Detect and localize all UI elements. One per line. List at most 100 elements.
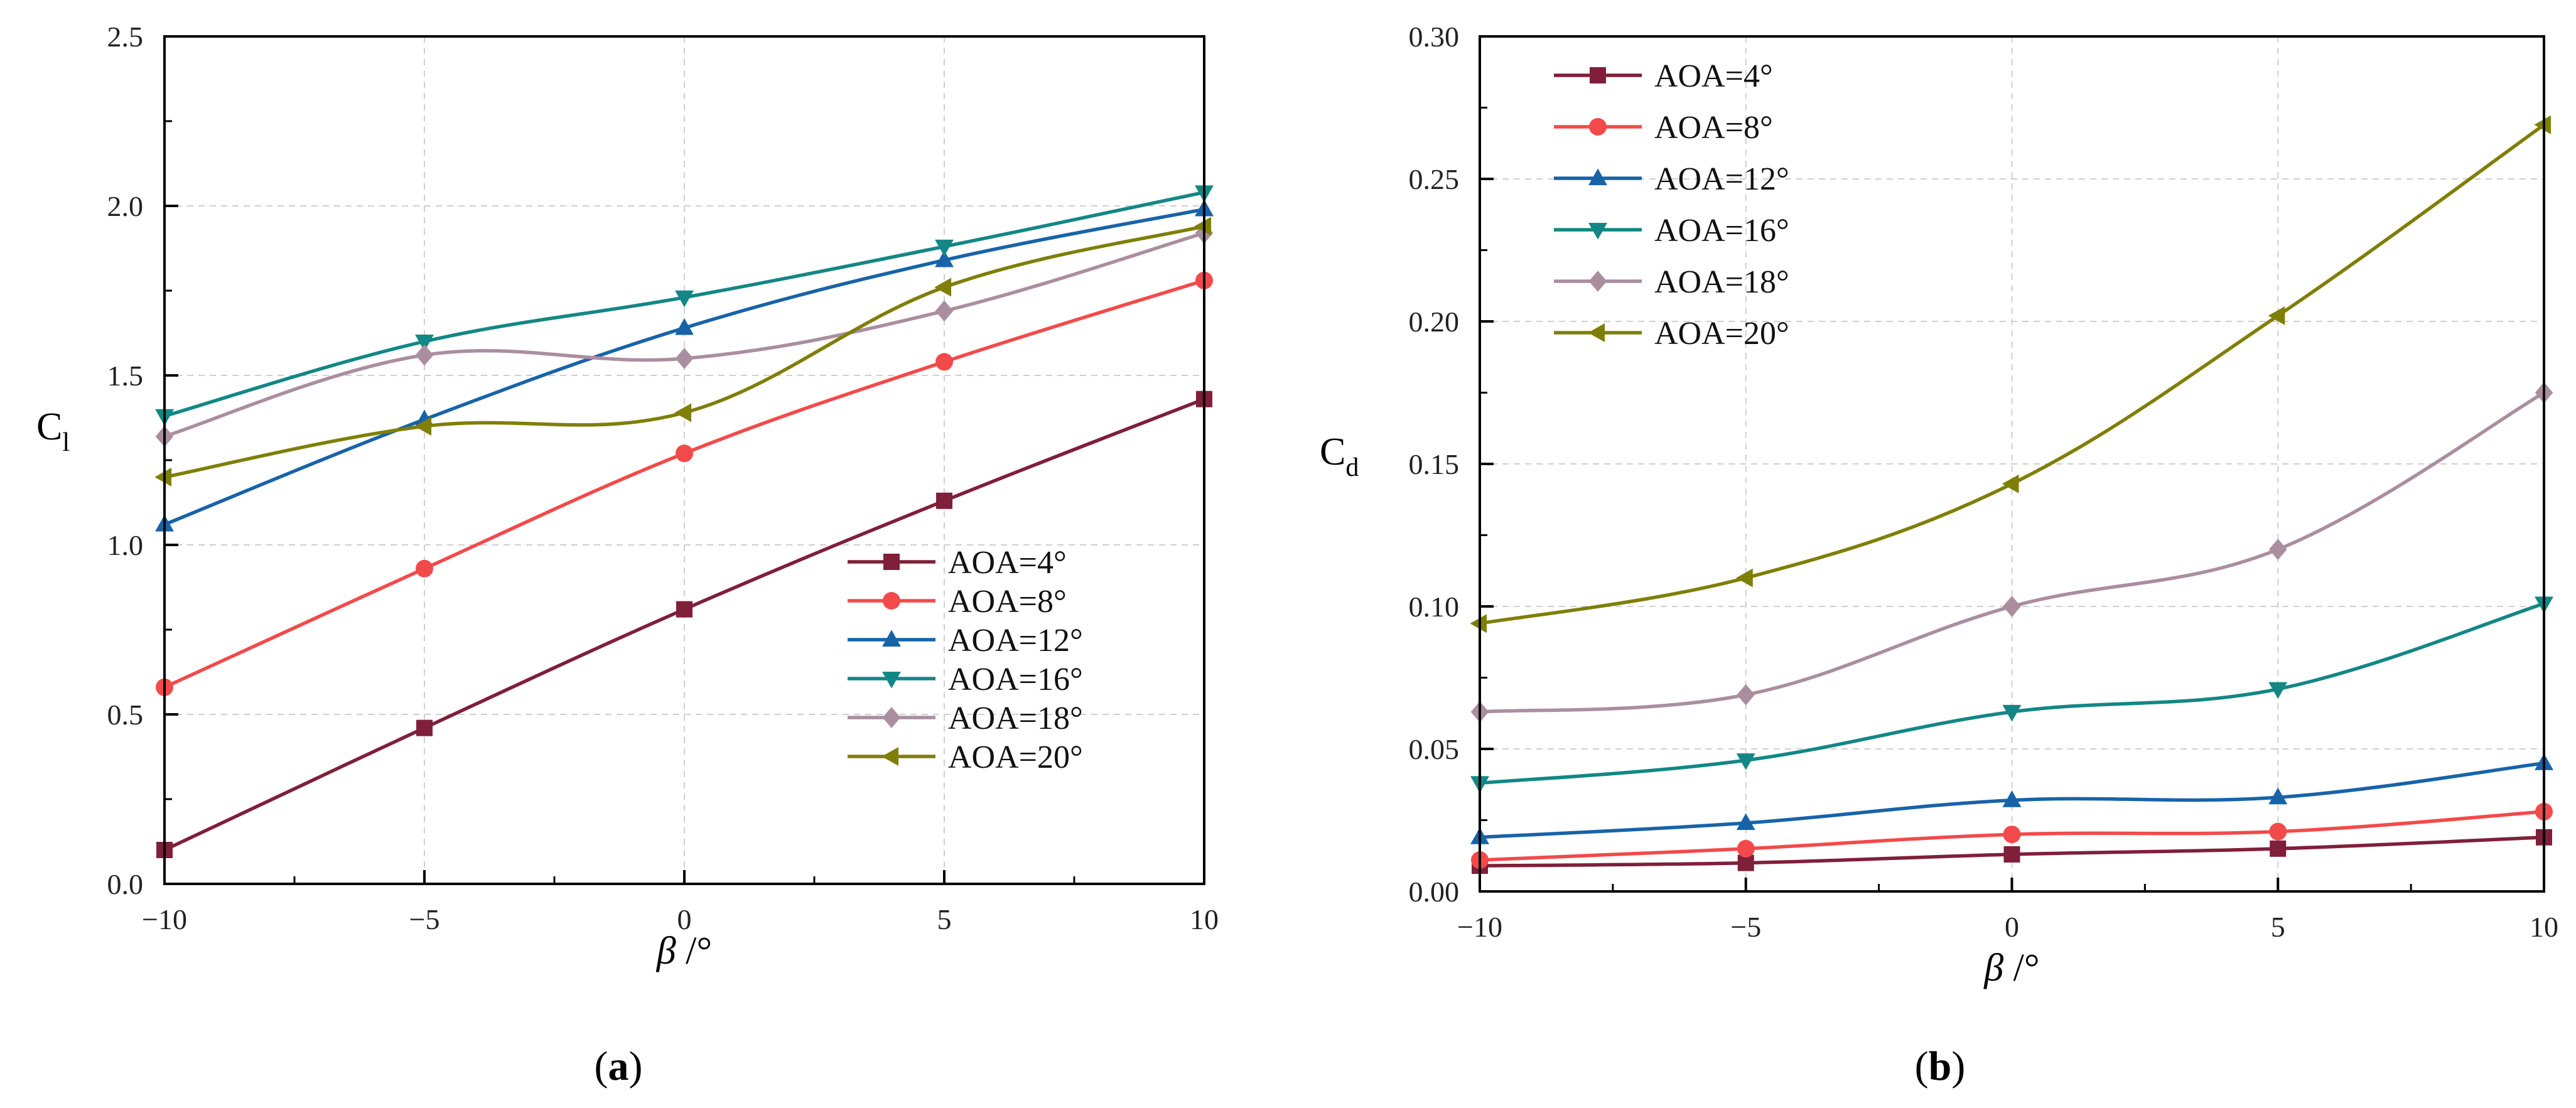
legend-marker [1590,67,1606,83]
y-tick-label: 0.20 [1409,306,1460,338]
x-tick-label: 0 [677,903,692,935]
y-tick-label: 0.30 [1409,21,1460,53]
data-point [2002,704,2022,722]
chart-panel-a: −10 −5 0 5 100.00.51.01.52.02.5β /°ClAOA=4°A… [36,21,1219,1089]
legend-label: AOA=8° [1654,110,1773,146]
y-axis-title-a: Cl [36,406,70,457]
x-tick-label: −5 [409,903,440,935]
legend-marker [883,592,900,610]
data-point [674,403,692,422]
y-tick-label: 1.5 [107,360,144,392]
y-axis-subscript: l [62,428,70,457]
x-tick-label: 5 [2271,911,2285,943]
data-point [1736,568,1753,588]
series-a-5 [154,217,1212,487]
y-tick-label: 0.25 [1409,163,1460,195]
data-point [675,318,694,335]
legend-label: AOA=4° [948,545,1067,581]
data-point [1194,217,1212,236]
data-point [935,239,954,257]
data-point [935,353,953,371]
ticks-b [1479,35,2545,893]
data-point [2002,474,2019,493]
data-point [2003,826,2021,844]
data-point [416,719,433,736]
data-point [2003,596,2021,617]
x-tick-label: −10 [142,903,187,935]
legend-marker [881,747,899,766]
series-a-4 [155,222,1214,448]
legend-label: AOA=18° [1654,264,1789,300]
data-point [1736,813,1755,831]
legend-marker [1589,118,1607,136]
series-b-2 [1470,753,2553,844]
panel-caption-a: (a) [595,1043,643,1089]
caption-letter: b [1929,1043,1952,1089]
data-point [1737,854,1754,871]
legend-label: AOA=18° [948,701,1083,736]
y-tick-label: 0.0 [107,868,144,900]
legend-marker [882,630,901,647]
y-axis-main: C [1320,431,1345,473]
y-tick-label: 0.5 [107,699,144,731]
legend-marker [1588,168,1607,186]
data-point [2270,840,2287,857]
chart-panel-b: −10 −5 0 5 10 0.00 0.05 0.10 0.15 0.20 0.25 0.30 β /… [1320,21,2558,1089]
legend-label: AOA=12° [1654,161,1789,197]
x-tick-label: −10 [1457,911,1502,943]
y-tick-label: 0.15 [1409,448,1460,480]
y-axis-title-b: Cd [1320,431,1359,482]
data-point [2002,790,2022,807]
series-a-3 [155,185,1214,426]
data-point [2268,306,2285,325]
legend-label: AOA=8° [948,584,1067,620]
grid-b [1480,36,2544,891]
data-point [416,559,433,578]
legend-marker [882,707,901,728]
x-tick-label: 0 [2005,911,2019,943]
legend-label: AOA=16° [948,662,1083,697]
caption-paren-open: ( [595,1043,608,1089]
data-point [414,417,432,436]
data-point [2003,846,2020,863]
x-axis-title-a: β /° [656,930,712,972]
data-point [935,300,954,322]
x-tick-label: 5 [937,903,952,935]
x-tick-label: −5 [1730,911,1761,943]
data-point [1737,839,1755,858]
data-point [675,290,694,308]
series-b-5 [1470,115,2552,633]
data-point [415,334,434,352]
data-point [2268,539,2287,561]
legend-label: AOA=20° [1654,316,1789,352]
x-axis-unit: /° [2003,947,2040,989]
data-point [675,348,694,369]
data-point [2268,787,2288,805]
legend-marker [1588,271,1607,292]
data-point [2269,822,2287,841]
series-b-0 [1472,829,2552,874]
x-axis-symbol: β [656,930,676,972]
legend-b: AOA=4° AOA=8° AOA=12° AOA=16° AOA=18° AOA=20° [1554,58,1789,352]
y-axis-subscript: d [1345,453,1359,482]
legend-label: AOA=20° [948,740,1083,775]
data-point [936,492,952,509]
y-tick-label: 2.5 [107,21,144,53]
legend-label: AOA=16° [1654,213,1789,249]
legend-marker [1588,222,1607,240]
x-axis-unit: /° [676,930,713,972]
legend-marker [882,671,901,689]
data-point [676,444,693,463]
caption-letter: a [608,1043,629,1089]
y-tick-label: 0.05 [1409,733,1460,765]
data-point [154,468,172,487]
legend-label: AOA=12° [948,623,1083,659]
x-tick-label: 10 [1190,903,1219,935]
y-axis-main: C [36,406,62,448]
ticks-a [163,35,1205,885]
data-point [1470,614,1487,633]
x-axis-title-b: β /° [1983,947,2039,989]
data-point [1736,753,1755,770]
